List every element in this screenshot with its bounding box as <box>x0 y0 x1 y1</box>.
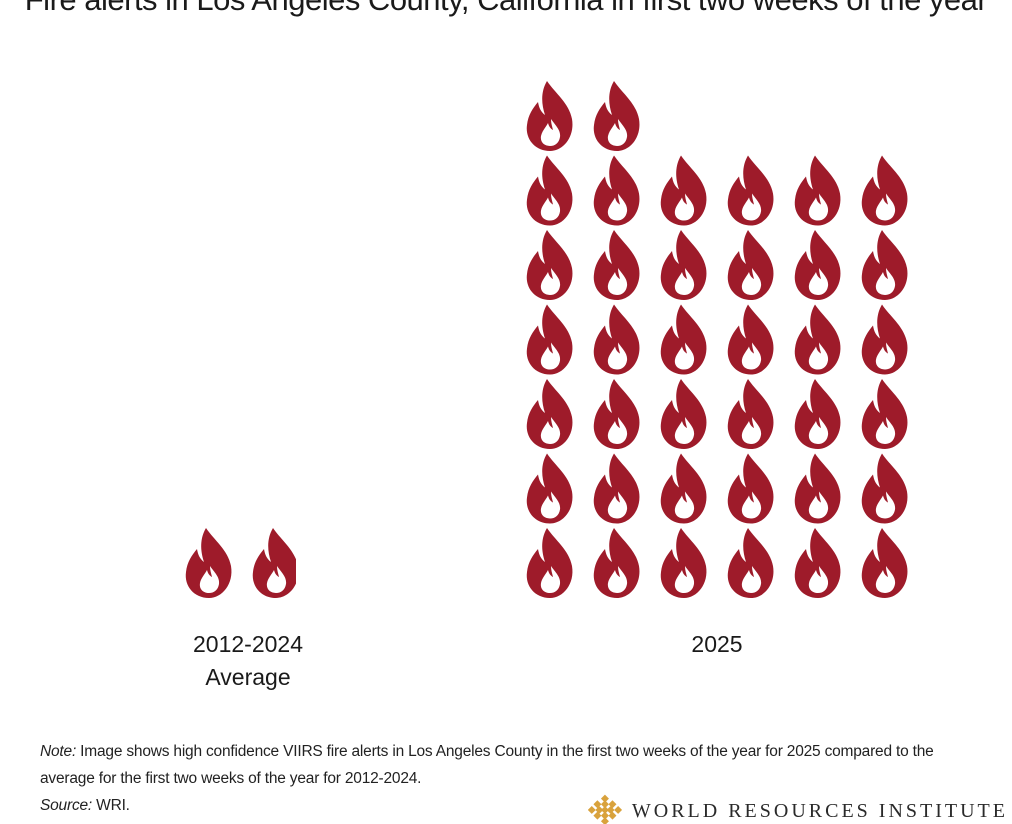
flame-icon <box>185 528 232 598</box>
flame-icon <box>660 379 707 449</box>
flame-icon <box>794 379 841 449</box>
flame-icon <box>861 304 908 375</box>
flame-icon <box>727 304 774 375</box>
note-label: Note: <box>40 743 77 760</box>
flame-icon <box>794 304 841 375</box>
flame-icon <box>593 155 640 226</box>
flame-icon <box>727 230 774 300</box>
flame-icon <box>526 528 573 598</box>
category-label: 2012-2024 <box>193 631 303 657</box>
flame-icon <box>526 379 573 449</box>
flame-icon <box>660 453 707 524</box>
source-text: WRI. <box>96 797 130 814</box>
flame-icon <box>593 379 640 449</box>
flame-icon <box>727 379 774 449</box>
flame-icon <box>861 379 908 449</box>
flame-icon <box>252 528 296 598</box>
note-text: Image shows high confidence VIIRS fire a… <box>40 743 934 787</box>
category-label: Average <box>205 664 290 690</box>
flame-icon <box>593 81 640 151</box>
flame-icon <box>727 453 774 524</box>
flame-icon <box>593 453 640 524</box>
chart-note: Note: Image shows high confidence VIIRS … <box>40 738 940 819</box>
logo-text: WORLD RESOURCES INSTITUTE <box>631 800 1008 822</box>
flame-icon <box>861 230 908 300</box>
flame-icon <box>593 304 640 375</box>
flame-icon <box>526 81 573 151</box>
flame-icon <box>861 528 908 598</box>
flame-icon <box>660 230 707 300</box>
flame-icon <box>660 155 707 226</box>
flame-icon <box>794 155 841 226</box>
flame-icon <box>526 453 573 524</box>
source-label: Source: <box>40 797 93 814</box>
flame-icon <box>526 155 573 226</box>
flame-icon <box>794 528 841 598</box>
chart-title: Fire alerts in Los Angeles County, Calif… <box>0 0 1012 18</box>
flame-icon <box>660 304 707 375</box>
flame-icon <box>526 304 573 375</box>
flame-icon <box>861 155 908 226</box>
flame-icon <box>593 528 640 598</box>
flame-icon <box>727 528 774 598</box>
flame-icon <box>794 453 841 524</box>
wri-logo: WORLD RESOURCES INSTITUTE <box>588 794 1008 824</box>
wri-logo-icon <box>588 794 622 824</box>
flame-icon <box>861 453 908 524</box>
flame-icon <box>526 230 573 300</box>
category-label: 2025 <box>691 631 742 657</box>
flame-icon <box>727 155 774 226</box>
flame-icon <box>593 230 640 300</box>
flame-icon <box>794 230 841 300</box>
flame-icon <box>660 528 707 598</box>
